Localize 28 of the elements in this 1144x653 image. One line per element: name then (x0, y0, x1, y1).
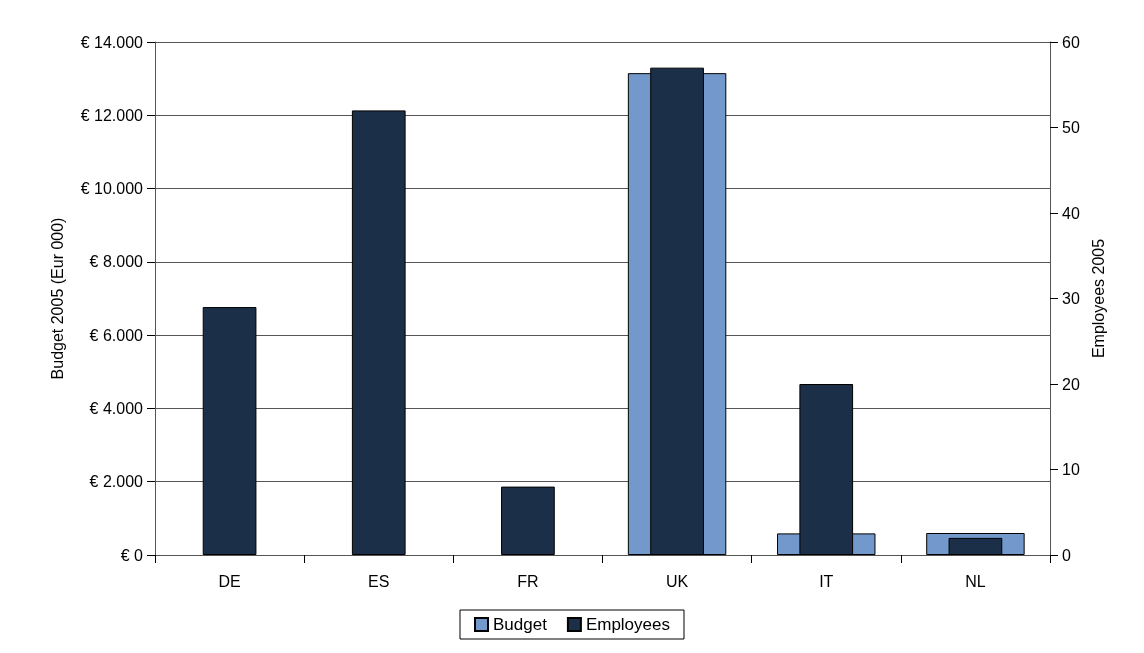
y2-tick-label: 10 (1062, 461, 1080, 478)
x-tick-label: ES (368, 572, 390, 590)
y-tick-label: € 12.000 (80, 106, 144, 124)
y-tick-label: € 10.000 (80, 180, 144, 198)
y2-tick-label: 30 (1062, 290, 1080, 307)
y-tick-label: € 0 (120, 546, 144, 564)
bar (351, 110, 406, 555)
legend-label: Budget (493, 615, 548, 634)
x-tick-label: UK (665, 572, 689, 590)
y-axis-title: Budget 2005 (Eur 000) (48, 217, 66, 380)
y2-tick-label: 40 (1062, 204, 1080, 222)
y2-tick-label: 50 (1062, 119, 1080, 136)
y-tick-label: € 2.000 (89, 473, 144, 491)
x-tick-label: NL (965, 572, 986, 590)
y-tick-label: € 14.000 (80, 33, 144, 51)
y2-tick-label: 0 (1062, 546, 1071, 564)
y2-axis-title: Employees 2005 (1090, 238, 1108, 359)
legend-label: Employees (585, 615, 670, 634)
x-tick-label: IT (819, 572, 834, 590)
y-tick-label: € 6.000 (89, 326, 144, 344)
y-tick-label: € 8.000 (89, 253, 144, 271)
bar (501, 486, 555, 555)
bar (202, 307, 257, 555)
y-tick-label: € 4.000 (89, 399, 144, 417)
x-tick-label: FR (517, 572, 539, 590)
y2-tick-label: 60 (1062, 33, 1080, 51)
y2-tick-label: 20 (1062, 375, 1080, 393)
x-tick-label: DE (218, 572, 241, 590)
